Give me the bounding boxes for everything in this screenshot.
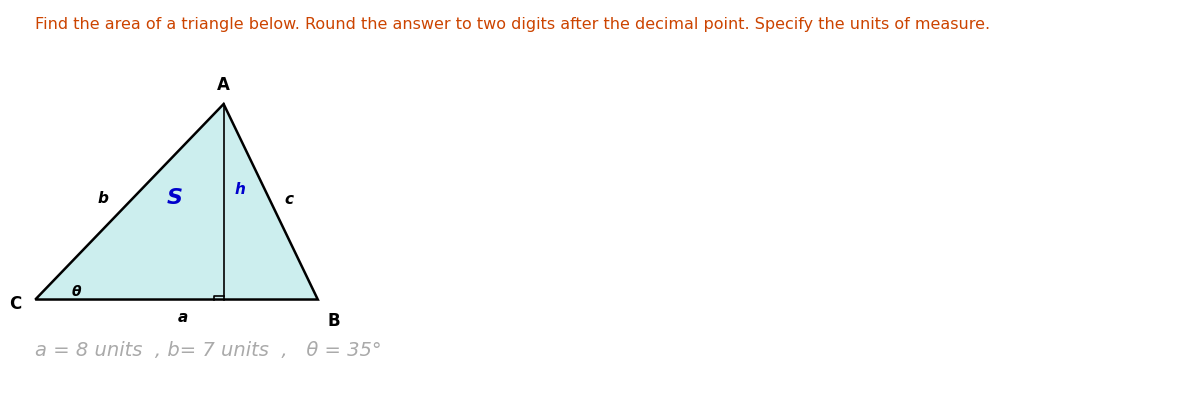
Text: h: h [234, 182, 245, 197]
Text: c: c [285, 192, 294, 207]
Text: S: S [166, 188, 182, 208]
Polygon shape [35, 104, 318, 300]
Text: a = 8 units  , b= 7 units  ,   θ = 35°: a = 8 units , b= 7 units , θ = 35° [35, 341, 381, 360]
Text: Find the area of a triangle below. Round the answer to two digits after the deci: Find the area of a triangle below. Round… [35, 17, 990, 32]
Text: θ: θ [72, 285, 81, 299]
Text: B: B [327, 312, 340, 330]
Text: A: A [218, 76, 230, 94]
Text: C: C [9, 295, 21, 313]
Text: a: a [178, 310, 187, 325]
Text: b: b [98, 191, 108, 206]
